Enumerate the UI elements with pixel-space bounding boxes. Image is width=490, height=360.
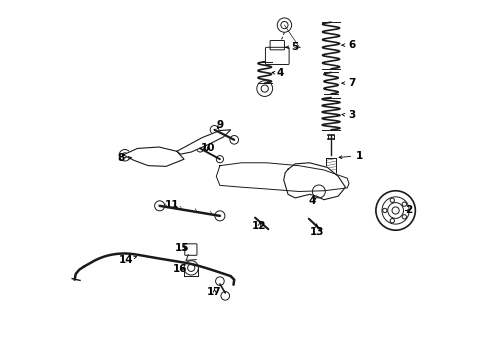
Text: 3: 3 — [342, 111, 355, 121]
Text: 13: 13 — [310, 224, 324, 237]
Text: 6: 6 — [342, 40, 355, 50]
Text: 10: 10 — [201, 143, 216, 153]
Text: 8: 8 — [118, 153, 131, 163]
Circle shape — [155, 201, 165, 211]
Circle shape — [196, 145, 204, 152]
Polygon shape — [216, 163, 349, 192]
Circle shape — [210, 126, 219, 134]
Text: 5: 5 — [286, 42, 299, 52]
Text: 9: 9 — [216, 121, 223, 130]
Polygon shape — [177, 130, 231, 154]
Circle shape — [230, 135, 239, 144]
Text: 7: 7 — [342, 78, 356, 88]
Text: 17: 17 — [207, 287, 222, 297]
Circle shape — [215, 211, 225, 221]
Text: 1: 1 — [339, 150, 364, 161]
Text: 4: 4 — [309, 196, 316, 206]
Text: 12: 12 — [252, 221, 267, 231]
Text: 4: 4 — [272, 68, 284, 78]
Text: 16: 16 — [172, 264, 187, 274]
Circle shape — [216, 156, 223, 163]
Text: 2: 2 — [405, 206, 412, 216]
Polygon shape — [123, 147, 184, 166]
Text: 15: 15 — [175, 243, 190, 253]
Circle shape — [221, 292, 230, 300]
Polygon shape — [284, 163, 345, 200]
Text: 11: 11 — [165, 200, 180, 210]
Text: 14: 14 — [119, 255, 137, 265]
Circle shape — [216, 277, 224, 285]
